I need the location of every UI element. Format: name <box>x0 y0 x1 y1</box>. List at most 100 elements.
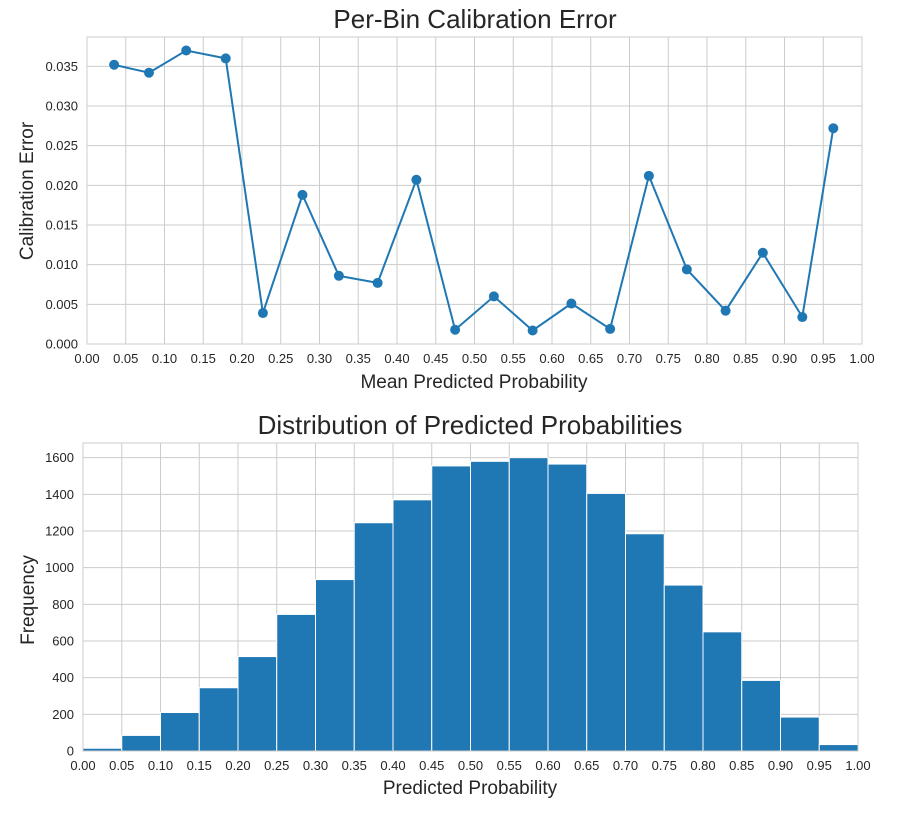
x-tick-label: 0.85 <box>729 758 754 773</box>
histogram-bar <box>508 457 549 752</box>
x-tick-label: 0.90 <box>772 351 797 366</box>
x-tick-label: 0.95 <box>811 351 836 366</box>
x-tick-label: 0.60 <box>535 758 560 773</box>
x-tick-label: 0.55 <box>497 758 522 773</box>
histogram-bar <box>470 460 510 752</box>
y-tick-label: 1200 <box>45 524 74 539</box>
data-point <box>144 67 154 78</box>
x-tick-label: 0.35 <box>346 351 371 366</box>
plot-frame <box>82 442 859 752</box>
x-tick-label: 0.50 <box>462 351 487 366</box>
x-tick-label: 0.65 <box>574 758 599 773</box>
x-tick-label: 0.40 <box>380 758 405 773</box>
y-axis-label: Frequency <box>18 555 39 645</box>
data-point <box>828 123 839 134</box>
x-tick-label: 0.25 <box>268 351 293 366</box>
data-point <box>109 59 120 70</box>
x-tick-label: 0.20 <box>225 758 250 773</box>
y-tick-label: 0.025 <box>45 138 78 153</box>
x-tick-label: 0.75 <box>656 351 681 366</box>
histogram-bar <box>625 533 665 752</box>
y-tick-label: 1000 <box>45 560 74 575</box>
x-axis-label: Mean Predicted Probability <box>360 372 588 393</box>
x-tick-label: 0.80 <box>690 758 715 773</box>
data-point <box>333 270 344 281</box>
x-tick-label: 0.70 <box>613 758 638 773</box>
x-tick-label: 0.45 <box>419 758 444 773</box>
x-tick-label: 0.00 <box>70 758 95 773</box>
chart-title: Per-Bin Calibration Error <box>333 4 617 34</box>
histogram-bar <box>353 522 394 752</box>
x-tick-label: 0.30 <box>307 351 332 366</box>
x-tick-label: 0.40 <box>384 351 409 366</box>
data-point <box>720 305 731 316</box>
data-point <box>797 312 808 323</box>
x-tick-label: 0.95 <box>807 758 832 773</box>
x-tick-label: 0.50 <box>458 758 483 773</box>
x-tick-label: 0.30 <box>303 758 328 773</box>
data-point <box>220 53 231 64</box>
y-tick-label: 0.020 <box>45 178 78 193</box>
series-line-path <box>113 49 835 332</box>
x-tick-label: 0.00 <box>74 351 99 366</box>
x-tick-label: 0.85 <box>733 351 758 366</box>
chart-title: Distribution of Predicted Probabilities <box>258 410 683 440</box>
y-tick-label: 0 <box>67 744 74 759</box>
histogram-bar <box>741 679 781 752</box>
x-tick-labels: 0.00 0.05 0.10 0.15 0.20 0.25 0.30 0.35 0.40 0.45… <box>70 758 870 773</box>
x-tick-label: 0.25 <box>264 758 289 773</box>
x-tick-label: 0.45 <box>423 351 448 366</box>
x-tick-label: 0.10 <box>148 758 173 773</box>
y-tick-label: 0.030 <box>45 99 78 114</box>
data-point <box>605 323 616 334</box>
histogram-bars <box>82 457 859 752</box>
y-tick-label: 600 <box>52 634 74 649</box>
y-tick-label: 0.000 <box>45 337 78 352</box>
y-tick-labels: 0 200 400 600 800 1000 1200 1400 1600 <box>45 450 74 758</box>
x-tick-labels: 0.00 0.05 0.10 0.15 0.20 0.25 0.30 0.35 0.40 0.45… <box>74 351 874 366</box>
y-axis-label: Calibration Error <box>17 121 38 260</box>
histogram-bar <box>702 631 743 752</box>
y-tick-label: 800 <box>52 597 74 612</box>
x-tick-label: 0.10 <box>152 351 177 366</box>
x-tick-label: 0.05 <box>113 351 138 366</box>
probability-histogram-chart: Distribution of Predicted Probabilities … <box>18 410 871 799</box>
histogram-bar <box>198 687 239 752</box>
data-point <box>566 298 577 309</box>
histogram-bar <box>237 656 278 752</box>
plot-frame <box>86 36 863 345</box>
x-tick-label: 0.80 <box>694 351 719 366</box>
x-tick-label: 0.15 <box>191 351 216 366</box>
data-point <box>181 45 192 56</box>
x-tick-label: 0.35 <box>342 758 367 773</box>
histogram-bar <box>547 463 588 752</box>
data-point <box>757 247 768 258</box>
y-tick-labels: 0.000 0.005 0.010 0.015 0.020 0.025 0.030 0.035 <box>45 59 78 352</box>
x-tick-label: 0.60 <box>539 351 564 366</box>
data-point <box>372 277 383 288</box>
x-axis-label: Predicted Probability <box>383 778 558 799</box>
histogram-bar <box>315 579 355 752</box>
histogram-bar <box>431 465 471 752</box>
gridlines <box>86 37 863 345</box>
data-point <box>411 174 422 185</box>
data-point <box>257 308 268 319</box>
histogram-bar <box>392 499 433 752</box>
y-tick-label: 1600 <box>45 450 74 465</box>
histogram-bar <box>780 716 820 752</box>
x-tick-label: 1.00 <box>849 351 874 366</box>
histogram-bar <box>276 613 316 752</box>
x-tick-label: 0.75 <box>652 758 677 773</box>
x-tick-label: 0.65 <box>578 351 603 366</box>
histogram-bar <box>160 712 200 752</box>
data-point <box>450 324 461 335</box>
y-tick-label: 200 <box>52 707 74 722</box>
data-point <box>643 170 654 181</box>
y-tick-label: 0.005 <box>45 297 78 312</box>
histogram-bar <box>663 584 704 752</box>
y-tick-label: 400 <box>52 670 74 685</box>
x-tick-label: 0.20 <box>229 351 254 366</box>
x-tick-label: 0.90 <box>768 758 793 773</box>
y-tick-label: 0.035 <box>45 59 78 74</box>
